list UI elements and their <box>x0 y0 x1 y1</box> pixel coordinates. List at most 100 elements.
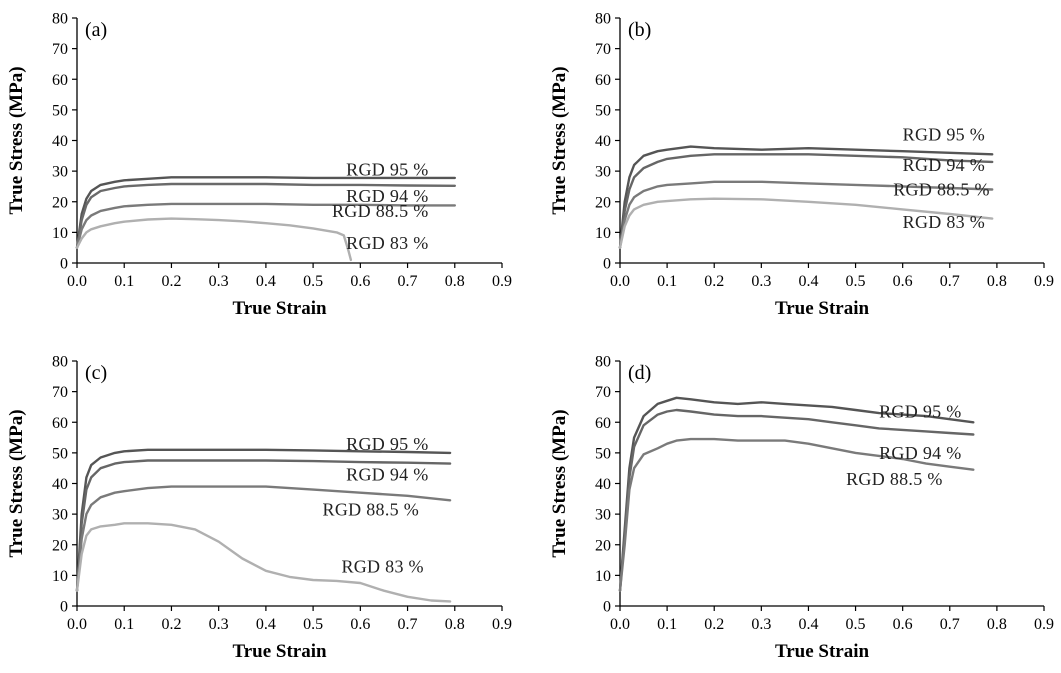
x-tick-label: 0.0 <box>67 616 87 633</box>
x-tick-label: 0.4 <box>798 273 818 290</box>
x-tick-label: 0.5 <box>303 616 323 633</box>
y-tick-label: 60 <box>595 72 611 89</box>
x-tick-label: 0.7 <box>398 616 418 633</box>
series-line-rgd-88-5 <box>75 485 452 592</box>
x-tick-label: 0.7 <box>398 273 418 290</box>
series-label: RGD 94 % <box>346 186 428 206</box>
series-label: RGD 95 % <box>346 160 428 180</box>
series-line-rgd-83 <box>75 522 452 603</box>
series-line-rgd-88-5 <box>618 437 975 592</box>
x-tick-label: 0.9 <box>1034 616 1054 633</box>
x-axis-title: True Strain <box>232 641 327 662</box>
x-tick-label: 0.1 <box>114 616 134 633</box>
series-label: RGD 95 % <box>879 402 961 422</box>
series-label: RGD 88.5 % <box>323 500 420 520</box>
x-tick-label: 0.4 <box>256 273 276 290</box>
y-tick-label: 60 <box>52 72 68 89</box>
x-tick-label: 0.0 <box>610 616 630 633</box>
y-tick-label: 0 <box>60 256 68 273</box>
y-tick-label: 10 <box>595 568 611 585</box>
series-label: RGD 95 % <box>903 125 985 145</box>
y-tick-label: 40 <box>595 476 611 493</box>
y-tick-label: 10 <box>595 225 611 242</box>
y-tick-label: 0 <box>603 256 611 273</box>
x-tick-label: 0.0 <box>610 273 630 290</box>
y-tick-label: 20 <box>52 537 68 554</box>
series-line-rgd-94 <box>618 153 994 249</box>
y-tick-label: 60 <box>595 415 611 432</box>
y-tick-label: 50 <box>52 445 68 462</box>
x-tick-label: 0.3 <box>209 616 229 633</box>
panel-label: (a) <box>85 19 107 41</box>
x-tick-label: 0.5 <box>303 273 323 290</box>
series-line-rgd-88-5 <box>75 202 456 249</box>
x-tick-label: 0.6 <box>350 273 370 290</box>
y-tick-label: 50 <box>595 102 611 119</box>
series-line-rgd-95 <box>618 396 975 592</box>
y-tick-label: 60 <box>52 415 68 432</box>
x-tick-label: 0.3 <box>751 273 771 290</box>
y-tick-label: 30 <box>595 507 611 524</box>
x-tick-label: 0.4 <box>798 616 818 633</box>
panel-label: (b) <box>628 19 651 41</box>
series-label: RGD 83 % <box>903 212 985 232</box>
series-line-rgd-88-5 <box>618 180 994 249</box>
y-tick-label: 0 <box>60 599 68 616</box>
x-tick-label: 0.6 <box>893 616 913 633</box>
x-tick-label: 0.1 <box>114 273 134 290</box>
x-axis-title: True Strain <box>232 298 327 319</box>
series-label: RGD 94 % <box>903 155 985 175</box>
y-tick-label: 70 <box>595 41 611 58</box>
y-tick-label: 30 <box>595 164 611 181</box>
y-tick-label: 0 <box>603 599 611 616</box>
series-line-rgd-94 <box>618 408 975 592</box>
x-tick-label: 0.2 <box>161 616 181 633</box>
x-tick-label: 0.9 <box>492 273 512 290</box>
panels: 0 10 20 30 40 50 60 70 80 0.0 0.1 0.2 0.3 0.4 0.5 0.6 0.… <box>6 11 1054 663</box>
series-label: RGD 83 % <box>341 556 423 576</box>
y-tick-label: 70 <box>595 384 611 401</box>
y-axis-title: True Stress (MPa) <box>6 409 27 557</box>
x-tick-label: 0.9 <box>492 616 512 633</box>
panel-b: 0 10 20 30 40 50 60 70 80 0.0 0.1 0.2 0.3 0.4 0.5 0.6 0.… <box>549 11 1054 320</box>
x-tick-label: 0.6 <box>893 273 913 290</box>
y-tick-label: 50 <box>595 445 611 462</box>
panel-c: 0 10 20 30 40 50 60 70 80 0.0 0.1 0.2 0.3 0.4 0.5 0.6 0.… <box>6 354 512 663</box>
y-axis-title: True Stress (MPa) <box>549 409 570 557</box>
panel-d: 0 10 20 30 40 50 60 70 80 0.0 0.1 0.2 0.3 0.4 0.5 0.6 0.… <box>549 354 1054 663</box>
x-tick-label: 0.8 <box>445 616 465 633</box>
series-label: RGD 95 % <box>346 434 428 454</box>
y-tick-label: 20 <box>595 194 611 211</box>
y-tick-label: 40 <box>52 133 68 150</box>
y-tick-label: 80 <box>52 11 68 28</box>
x-tick-label: 0.5 <box>846 616 866 633</box>
series-label: RGD 83 % <box>346 233 428 253</box>
x-tick-label: 0.8 <box>987 616 1007 633</box>
y-tick-label: 80 <box>595 354 611 371</box>
y-tick-label: 20 <box>595 537 611 554</box>
x-axis-title: True Strain <box>775 298 870 319</box>
series-line-rgd-95 <box>618 145 994 249</box>
y-tick-label: 50 <box>52 102 68 119</box>
series-line-rgd-94 <box>75 459 452 592</box>
x-tick-label: 0.8 <box>987 273 1007 290</box>
series-line-rgd-94 <box>75 182 456 249</box>
x-axis-title: True Strain <box>775 641 870 662</box>
x-tick-label: 0.1 <box>657 616 677 633</box>
series-label: RGD 94 % <box>879 443 961 463</box>
series-line-rgd-83 <box>75 217 353 262</box>
panel-label: (c) <box>85 362 107 384</box>
y-tick-label: 10 <box>52 568 68 585</box>
series-label: RGD 88.5 % <box>332 201 429 221</box>
x-tick-label: 0.3 <box>751 616 771 633</box>
y-tick-label: 30 <box>52 164 68 181</box>
y-tick-label: 20 <box>52 194 68 211</box>
y-tick-label: 80 <box>595 11 611 28</box>
x-tick-label: 0.1 <box>657 273 677 290</box>
series-label: RGD 88.5 % <box>893 180 990 200</box>
y-tick-label: 40 <box>595 133 611 150</box>
x-tick-label: 0.2 <box>161 273 181 290</box>
y-tick-label: 40 <box>52 476 68 493</box>
y-tick-label: 80 <box>52 354 68 371</box>
